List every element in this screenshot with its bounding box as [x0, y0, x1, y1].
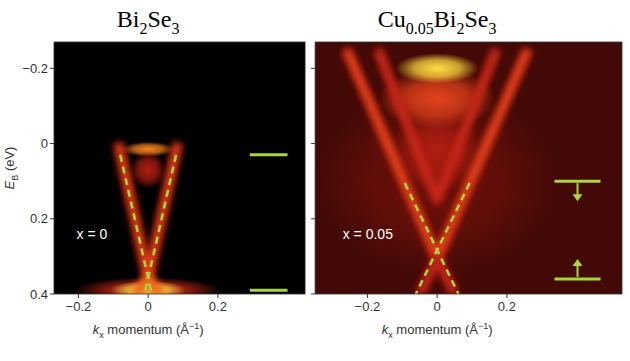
y-tick-label: 0 — [41, 136, 48, 151]
y-tick — [50, 143, 54, 144]
band-core — [378, 50, 497, 200]
x-tick-label: −0.2 — [66, 299, 92, 314]
level-arrow-head — [572, 194, 582, 201]
y-tick-label: 0.2 — [30, 211, 48, 226]
band-core — [136, 279, 160, 294]
text-part: momentum (Å — [393, 322, 479, 337]
text-part: −1 — [478, 321, 488, 331]
x-tick — [148, 294, 149, 298]
text-part: Se — [148, 6, 172, 32]
energy-level — [250, 289, 288, 292]
band-core — [119, 144, 178, 279]
x-tick-label: 0.2 — [209, 299, 227, 314]
text-part: Cu — [378, 6, 406, 32]
intensity-spot — [75, 277, 221, 294]
text-part: 2 — [457, 20, 465, 37]
y-axis-title: EB (eV) — [2, 147, 20, 190]
y-tick — [50, 68, 54, 69]
level-arrow — [576, 183, 578, 195]
energy-level — [250, 153, 288, 156]
plot-frame — [315, 42, 622, 294]
y-tick-label: −0.2 — [22, 61, 48, 76]
panel-title: Bi2Se3 — [117, 6, 180, 37]
x-axis-title: kx momentum (Å−1) — [93, 321, 204, 340]
panel-annotation: x = 0 — [77, 226, 108, 242]
text-part: ) — [199, 322, 203, 337]
text-part: ) — [488, 322, 492, 337]
x-tick-label: 0 — [145, 299, 152, 314]
x-tick — [506, 294, 507, 298]
panel-title: Cu0.05Bi2Se3 — [378, 6, 497, 37]
intensity-spot — [131, 151, 166, 189]
y-tick — [50, 218, 54, 219]
intensity-ground — [315, 42, 622, 294]
x-tick-label: 0.2 — [498, 299, 516, 314]
band-glow — [378, 50, 497, 200]
y-tick — [50, 294, 54, 295]
dirac-fit-line — [145, 155, 176, 290]
text-part: −1 — [189, 321, 199, 331]
text-part: (eV) — [2, 147, 17, 175]
figure: −0.2 0 0.2 −0.2 0 0.2 0.4 kx momentum (Å−1) EB (… — [0, 0, 630, 361]
text-part: 2 — [140, 20, 148, 37]
level-arrow-head — [572, 259, 582, 266]
dirac-fit-line — [120, 155, 151, 290]
band-glow — [119, 144, 178, 279]
energy-level — [554, 180, 600, 183]
y-tick — [311, 218, 315, 219]
x-axis-title: kx momentum (Å−1) — [382, 321, 493, 340]
dirac-fit-line — [416, 183, 470, 294]
band-glow — [136, 279, 160, 294]
plot-area — [54, 42, 305, 294]
energy-level — [554, 277, 600, 280]
intensity-spot — [395, 53, 479, 83]
y-tick-label: 0.4 — [30, 287, 48, 302]
x-tick-label: −0.2 — [355, 299, 381, 314]
plot-area — [315, 42, 622, 294]
plot-frame — [54, 42, 305, 294]
text-part: E — [2, 180, 17, 189]
x-tick — [78, 294, 79, 298]
band-core — [420, 258, 455, 294]
text-part: 0.05 — [406, 20, 434, 37]
text-part: momentum (Å — [104, 322, 190, 337]
level-arrow — [576, 265, 578, 277]
y-tick — [311, 68, 315, 69]
band-glow — [420, 258, 455, 294]
x-tick — [367, 294, 368, 298]
dirac-fit-line — [405, 183, 459, 294]
x-tick — [217, 294, 218, 298]
y-tick — [311, 294, 315, 295]
text-part: 3 — [172, 20, 180, 37]
x-tick-label: 0 — [434, 299, 441, 314]
intensity-ground — [54, 42, 305, 294]
y-tick — [311, 143, 315, 144]
text-part: 3 — [489, 20, 497, 37]
text-part: Bi — [117, 6, 140, 32]
text-part: Bi — [434, 6, 457, 32]
text-part: Se — [465, 6, 489, 32]
x-tick — [437, 294, 438, 298]
panel-annotation: x = 0.05 — [343, 226, 393, 242]
